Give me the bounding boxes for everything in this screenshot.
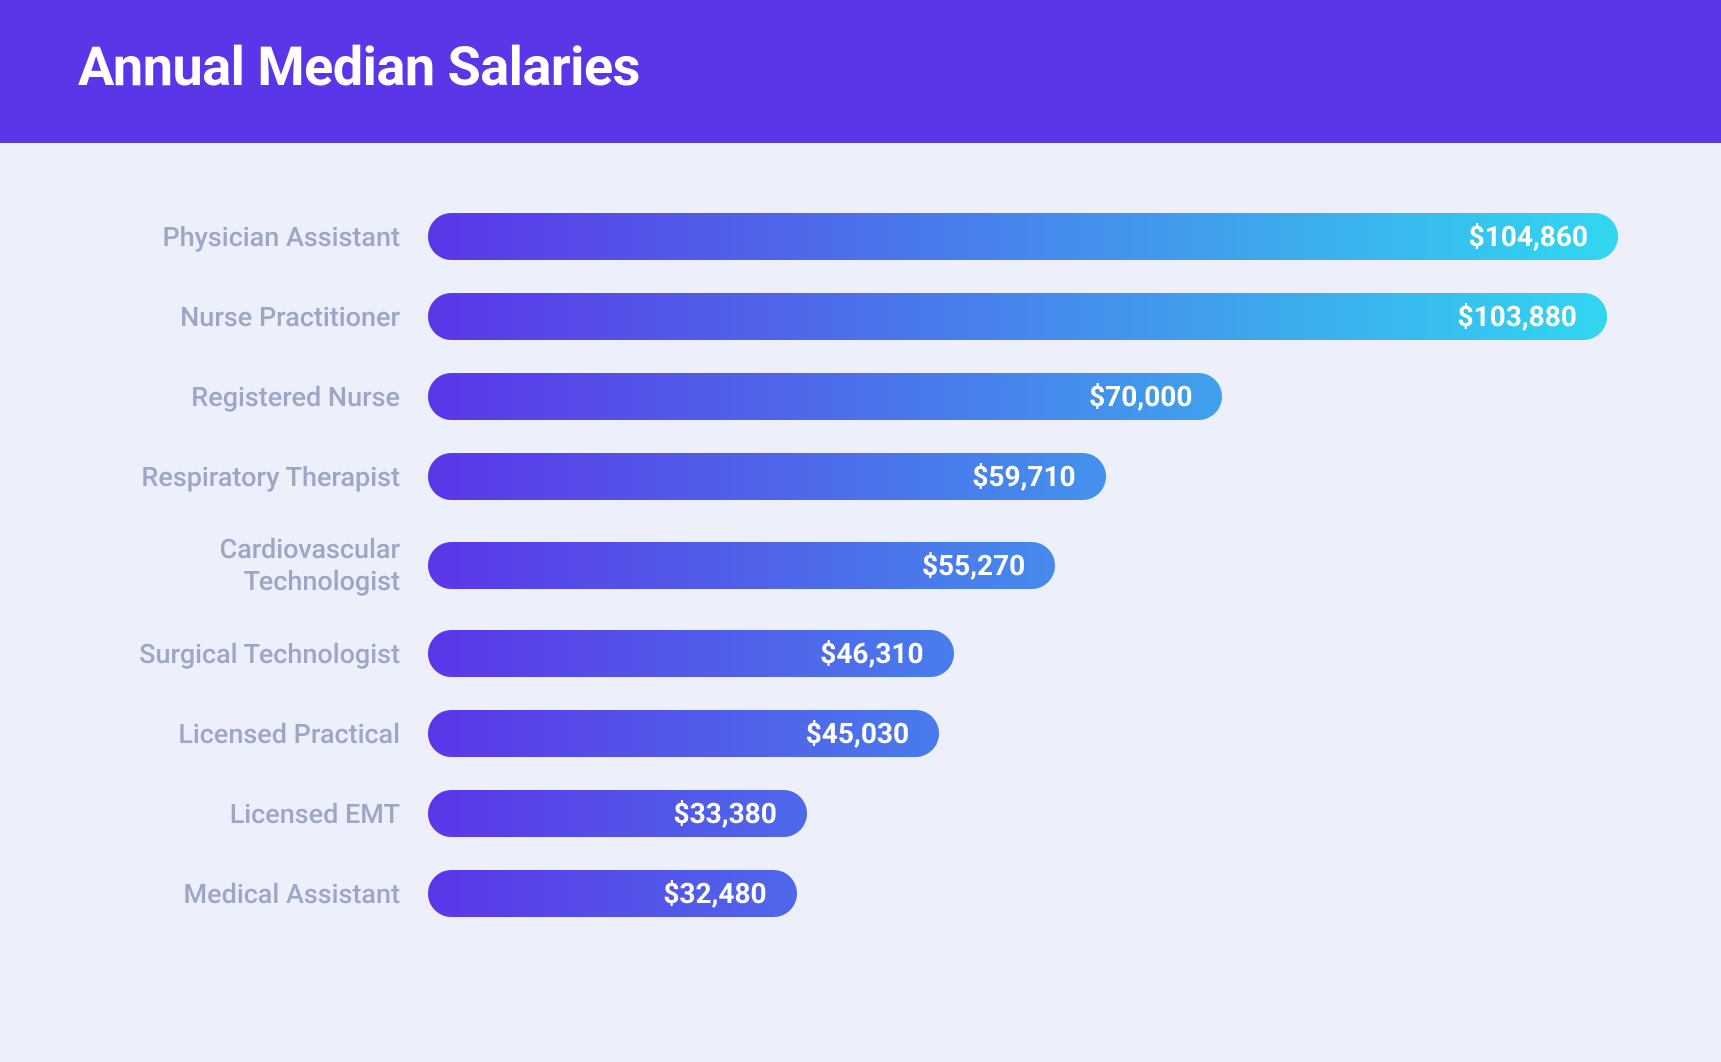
chart-row: Nurse Practitioner $103,880 [88, 293, 1633, 340]
bar: $32,480 [428, 870, 797, 917]
bar-value: $70,000 [1089, 380, 1192, 413]
bar-track: $32,480 [428, 870, 1633, 917]
bar: $103,880 [428, 293, 1607, 340]
bar-value: $104,860 [1469, 220, 1588, 253]
bar-value: $46,310 [820, 637, 923, 670]
bar-value: $59,710 [972, 460, 1075, 493]
bar: $70,000 [428, 373, 1222, 420]
bar: $104,860 [428, 213, 1618, 260]
bar-label: Physician Assistant [88, 221, 428, 253]
chart-row: Medical Assistant $32,480 [88, 870, 1633, 917]
bar-track: $104,860 [428, 213, 1633, 260]
bar-value: $103,880 [1458, 300, 1577, 333]
bar-value: $33,380 [674, 797, 777, 830]
bar-label: Respiratory Therapist [88, 461, 428, 493]
bar-track: $46,310 [428, 630, 1633, 677]
chart-row: Licensed EMT $33,380 [88, 790, 1633, 837]
chart-row: Surgical Technologist $46,310 [88, 630, 1633, 677]
bar-value: $32,480 [663, 877, 766, 910]
bar-track: $55,270 [428, 542, 1633, 589]
bar-label: Surgical Technologist [88, 638, 428, 670]
bar-label: Licensed Practical [88, 718, 428, 750]
bar-label: Medical Assistant [88, 878, 428, 910]
chart-title: Annual Median Salaries [78, 36, 1643, 99]
bar-value: $45,030 [806, 717, 909, 750]
chart-row: Cardiovascular Technologist $55,270 [88, 533, 1633, 597]
chart-row: Registered Nurse $70,000 [88, 373, 1633, 420]
bar-track: $103,880 [428, 293, 1633, 340]
bar-label: Licensed EMT [88, 798, 428, 830]
bar-label: Nurse Practitioner [88, 301, 428, 333]
bar: $45,030 [428, 710, 939, 757]
bar: $59,710 [428, 453, 1106, 500]
chart-body: Physician Assistant $104,860 Nurse Practit… [0, 143, 1721, 990]
bar: $55,270 [428, 542, 1055, 589]
bar-track: $45,030 [428, 710, 1633, 757]
chart-row: Licensed Practical $45,030 [88, 710, 1633, 757]
chart-header: Annual Median Salaries [0, 0, 1721, 143]
bar-label: Registered Nurse [88, 381, 428, 413]
bar: $46,310 [428, 630, 954, 677]
bar-track: $70,000 [428, 373, 1633, 420]
bar-value: $55,270 [922, 549, 1025, 582]
chart-row: Respiratory Therapist $59,710 [88, 453, 1633, 500]
bar: $33,380 [428, 790, 807, 837]
bar-label: Cardiovascular Technologist [88, 533, 428, 597]
chart-row: Physician Assistant $104,860 [88, 213, 1633, 260]
bar-track: $33,380 [428, 790, 1633, 837]
bar-track: $59,710 [428, 453, 1633, 500]
